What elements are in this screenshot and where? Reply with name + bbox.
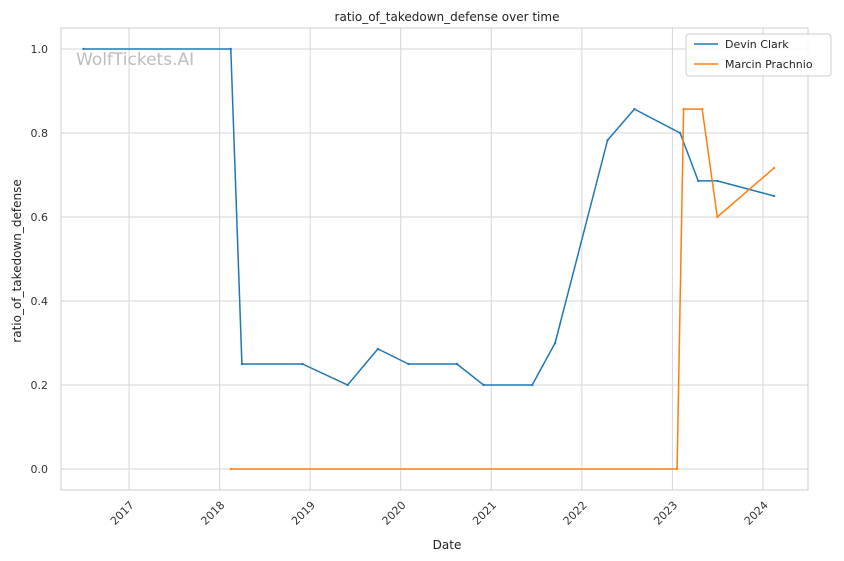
y-tick-label: 0.6 (31, 211, 49, 224)
data-point-marcin-prachnio (229, 467, 232, 471)
plot-frame (60, 27, 809, 491)
y-tick-label: 0.0 (31, 463, 49, 476)
data-point-devin-clark (678, 131, 682, 135)
data-point-devin-clark (376, 347, 380, 351)
data-point-devin-clark (301, 362, 304, 366)
y-tick-label: 0.2 (31, 379, 49, 392)
data-point-marcin-prachnio (716, 215, 719, 219)
data-point-devin-clark (455, 362, 459, 366)
data-point-marcin-prachnio (701, 107, 704, 111)
data-point-devin-clark (482, 383, 485, 387)
data-point-devin-clark (531, 383, 534, 387)
y-tick-label: 0.4 (31, 295, 49, 308)
legend-label-devin-clark: Devin Clark (725, 38, 789, 51)
series-line-marcin-prachnio (230, 108, 775, 470)
x-axis-title: Date (433, 538, 462, 552)
data-point-devin-clark (240, 362, 244, 366)
data-point-devin-clark (82, 47, 85, 51)
legend: Devin Clark Marcin Prachnio (685, 33, 832, 77)
watermark-text: WolfTickets.AI (76, 50, 194, 70)
y-axis-title: ratio_of_takedown_defense (10, 179, 24, 342)
data-point-marcin-prachnio (682, 107, 685, 111)
data-point-devin-clark (606, 138, 609, 142)
data-point-devin-clark (633, 107, 636, 111)
data-point-devin-clark (407, 362, 410, 366)
data-point-devin-clark (772, 194, 776, 198)
data-point-devin-clark (346, 383, 349, 387)
data-point-marcin-prachnio (772, 166, 776, 170)
data-point-devin-clark (697, 179, 700, 183)
legend-label-marcin-prachnio: Marcin Prachnio (725, 58, 813, 71)
data-point-devin-clark (229, 47, 232, 51)
y-tick-labels: 0.0 0.2 0.4 0.6 0.8 1.0 (31, 43, 49, 476)
legend-box (685, 33, 832, 77)
series-layer (82, 47, 776, 471)
chart-title: ratio_of_takedown_defense over time (335, 10, 560, 24)
y-tick-label: 1.0 (31, 43, 49, 56)
data-point-marcin-prachnio (675, 467, 679, 471)
data-point-devin-clark (716, 179, 719, 183)
data-point-devin-clark (553, 341, 557, 345)
y-tick-label: 0.8 (31, 127, 49, 140)
